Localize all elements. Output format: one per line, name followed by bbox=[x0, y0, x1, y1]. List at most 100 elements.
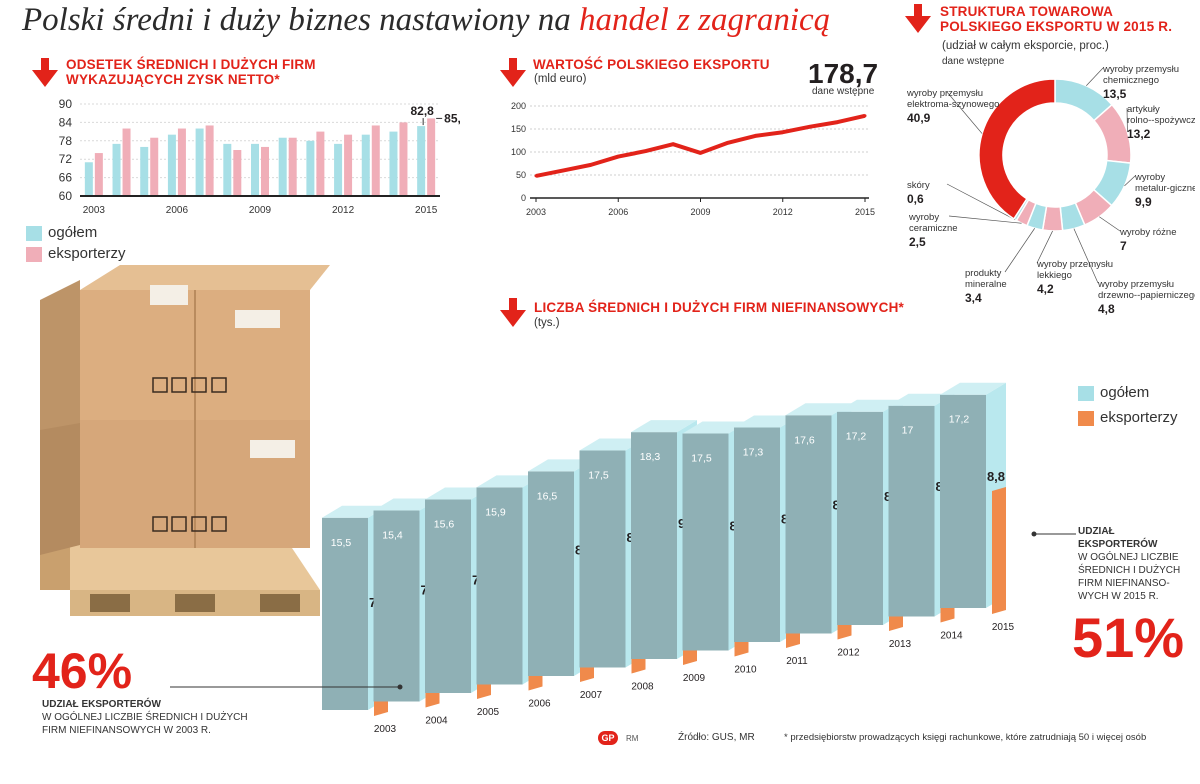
slice-leader bbox=[1086, 67, 1104, 86]
x-tick-label: 2010 bbox=[734, 665, 757, 676]
slice-label: skóry bbox=[907, 180, 930, 191]
x-tick-label: 2008 bbox=[631, 682, 654, 693]
legend-exporters: eksporterzy bbox=[1078, 409, 1178, 426]
slice-leader bbox=[1099, 216, 1121, 232]
data-point bbox=[534, 174, 538, 178]
callout-2003-text: UDZIAŁ EKSPORTERÓW W OGÓLNEJ LICZBIE ŚRE… bbox=[42, 699, 248, 736]
value-label-total: 17,2 bbox=[949, 414, 970, 426]
bar-total-front bbox=[425, 499, 471, 693]
slice-label-text: ceramiczne bbox=[909, 223, 958, 234]
down-arrow-icon bbox=[905, 4, 931, 33]
x-tick-label: 2005 bbox=[477, 707, 500, 718]
profit-chart: 60 66 72 78 84 90 2003 2006 2009 2012 2015 82,8 85,3 bbox=[59, 97, 460, 216]
data-point bbox=[836, 120, 840, 124]
bar-total-front bbox=[940, 394, 986, 608]
y-tick-label: 90 bbox=[59, 97, 73, 111]
slice-leader bbox=[948, 215, 1022, 224]
bar-total-front bbox=[322, 517, 368, 710]
slice-label-text: rolno--spożywcze bbox=[1127, 115, 1195, 126]
source-note: Źródło: GUS, MR bbox=[678, 732, 755, 743]
bar-exporters bbox=[992, 487, 1006, 614]
y-tick-label: 72 bbox=[59, 152, 73, 166]
value-label-total: 15,6 bbox=[434, 519, 455, 531]
y-tick-label: 60 bbox=[59, 189, 73, 203]
series-line bbox=[535, 113, 866, 178]
slice-label-text: skóry bbox=[907, 180, 930, 191]
bar-exporters bbox=[427, 118, 436, 196]
x-tick-label: 2009 bbox=[249, 205, 272, 216]
bar-total-top bbox=[888, 393, 955, 406]
footnote: * przedsiębiorstw prowadzących księgi ra… bbox=[784, 732, 1147, 743]
bar-exporters bbox=[316, 131, 325, 196]
data-point bbox=[808, 125, 812, 129]
slice-leader bbox=[946, 91, 983, 134]
bar-total-top bbox=[322, 505, 388, 518]
bar-total bbox=[140, 146, 149, 196]
bar-total-top bbox=[373, 498, 440, 511]
bar-exporters bbox=[399, 122, 408, 196]
data-point bbox=[753, 134, 757, 138]
bar-exporters bbox=[94, 153, 103, 196]
slice-label-text: wyroby bbox=[908, 212, 939, 223]
callout-2015-text: UDZIAŁ EKSPORTERÓW W OGÓLNEJ LICZBIE ŚRE… bbox=[1078, 526, 1181, 602]
slice-value: 4,8 bbox=[1098, 302, 1115, 316]
bar-total-front bbox=[373, 510, 420, 702]
down-arrow-icon bbox=[32, 58, 58, 87]
bar-total-top bbox=[631, 420, 697, 433]
bar-total bbox=[167, 134, 176, 196]
slice-leader bbox=[946, 183, 1016, 220]
bar-total bbox=[251, 143, 259, 196]
x-tick-label: 2003 bbox=[83, 205, 106, 216]
slice-value: 4,2 bbox=[1037, 282, 1054, 296]
bar-total-top bbox=[579, 438, 646, 451]
data-point bbox=[616, 155, 620, 159]
slice-leader bbox=[1124, 175, 1136, 187]
x-tick-label: 2009 bbox=[683, 673, 706, 684]
bar-total-top bbox=[837, 399, 903, 412]
structure-title: STRUKTURA TOWAROWA POLSKIEGO EKSPORTU W 2… bbox=[940, 4, 1173, 34]
slice-label-text: drzewno--papierniczego bbox=[1098, 290, 1195, 301]
value-label-total: 17,6 bbox=[794, 434, 815, 446]
bar-exporters bbox=[371, 125, 380, 196]
bar-exporters bbox=[261, 146, 269, 196]
legend-exporters: eksporterzy bbox=[26, 245, 126, 262]
slice-value: 3,4 bbox=[965, 291, 982, 305]
x-tick-label: 2011 bbox=[786, 656, 808, 667]
bar-total bbox=[306, 140, 315, 196]
structure-subtitle: (udział w całym eksporcie, proc.) bbox=[942, 40, 1109, 52]
data-point bbox=[863, 114, 867, 118]
bar-exporters bbox=[177, 128, 186, 196]
structure-donut-chart: wyroby przemysłuchemicznego13,5artykułyr… bbox=[906, 64, 1195, 316]
bar-total-top bbox=[734, 415, 800, 428]
value-label-total: 15,9 bbox=[485, 506, 506, 518]
bar-total-top bbox=[528, 459, 594, 472]
bar-exporters bbox=[288, 137, 297, 196]
value-label-total: 17,2 bbox=[846, 431, 867, 443]
x-tick-label: 2006 bbox=[166, 205, 189, 216]
author-initials: RM bbox=[626, 734, 639, 743]
y-tick-label: 50 bbox=[516, 170, 526, 180]
profit-legend: ogółem eksporterzy bbox=[26, 224, 126, 262]
percent-2015: 51% bbox=[1072, 606, 1185, 669]
bar-total-front bbox=[631, 432, 677, 659]
slice-label-text: chemicznego bbox=[1103, 75, 1159, 86]
slice-label-text: wyroby przemysłu bbox=[906, 88, 983, 99]
x-tick-label: 2006 bbox=[608, 207, 628, 217]
data-point bbox=[781, 130, 785, 134]
slice-label-text: wyroby bbox=[1134, 172, 1165, 183]
profit-chart-title: ODSETEK ŚREDNICH I DUŻYCH FIRM WYKAZUJĄCY… bbox=[66, 57, 316, 87]
bar-total-top bbox=[425, 487, 491, 500]
bar-total-front bbox=[734, 427, 780, 642]
x-tick-label: 2012 bbox=[332, 205, 355, 216]
callout-2015-leader bbox=[1031, 531, 1076, 537]
firms-legend: ogółem eksporterzy bbox=[1078, 384, 1178, 426]
donut-slice bbox=[978, 78, 1056, 220]
legend-total: ogółem bbox=[1078, 384, 1178, 401]
slice-value: 9,9 bbox=[1135, 195, 1152, 209]
slice-leader bbox=[1004, 228, 1036, 273]
bar-total-front bbox=[476, 487, 523, 685]
